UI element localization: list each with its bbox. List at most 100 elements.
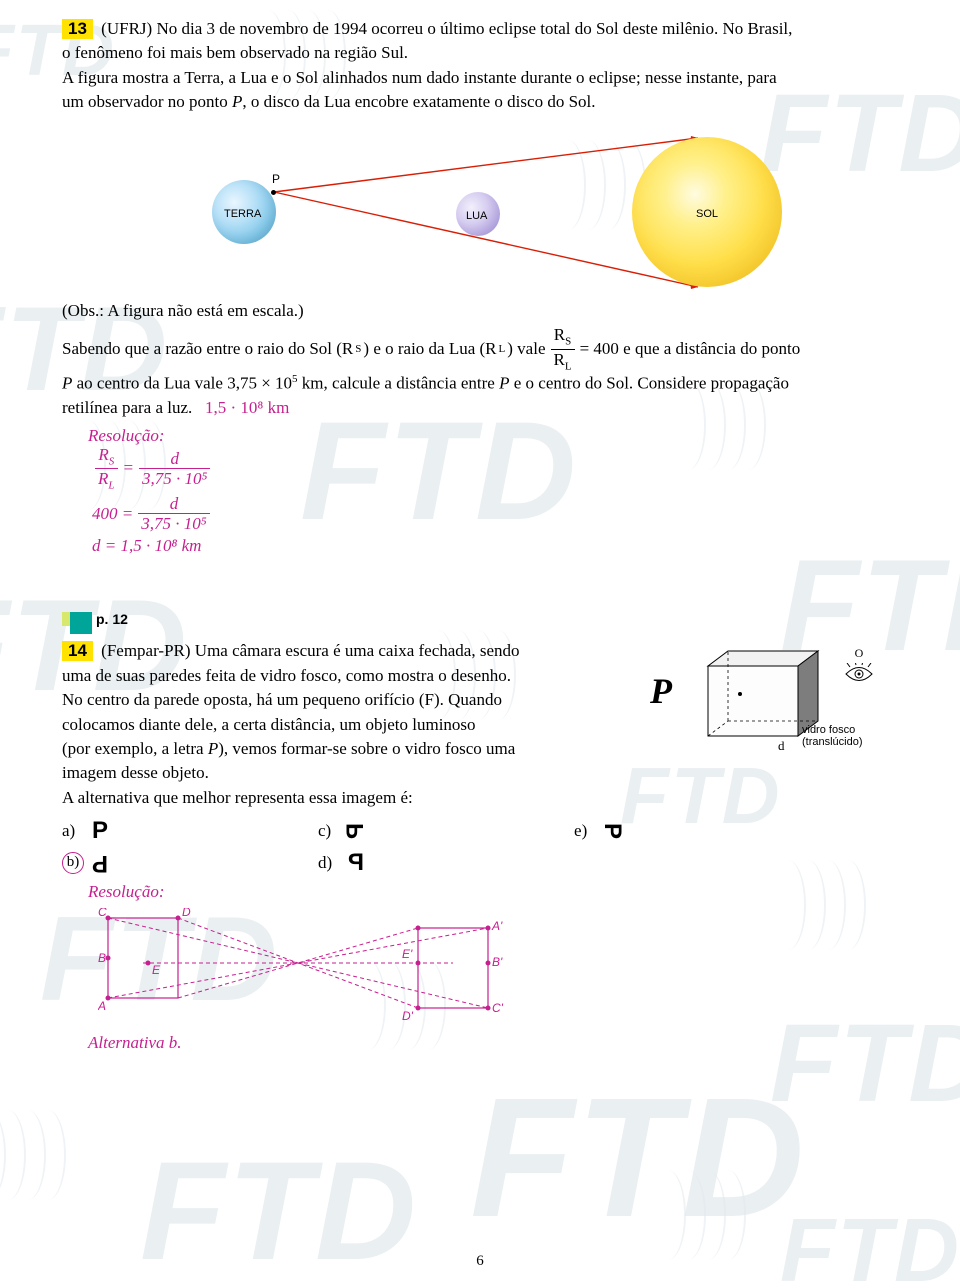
svg-text:A': A': [491, 919, 503, 933]
q13-short-answer: 1,5 · 10⁸ km: [205, 398, 289, 417]
fd: R: [554, 350, 565, 369]
sol-label: SOL: [696, 208, 718, 220]
terra-label: TERRA: [224, 208, 261, 220]
vidro-fosco-1: vidro fosco: [802, 724, 910, 736]
alt-d-letter: d): [318, 852, 340, 874]
eye-icon: [844, 663, 874, 685]
svg-text:d: d: [778, 738, 785, 753]
alt-b-circle: b): [62, 852, 84, 874]
q13-r1a: Sabendo que a razão entre o raio do Sol …: [62, 338, 353, 360]
camera-obscura-diagram: P d: [650, 640, 910, 748]
alt-c[interactable]: c) P: [318, 819, 364, 843]
resol-label-13: Resolução:: [88, 426, 910, 446]
svg-text:A: A: [98, 999, 106, 1013]
vidro-fosco-2: (translúcido): [802, 736, 910, 748]
q14-alternatives: a) P b) P c) P d: [62, 819, 634, 875]
q13-r3: retilínea para a luz.: [62, 398, 192, 417]
q13-r2b: ao centro da Lua vale 3,75 × 10: [72, 374, 292, 393]
svg-text:E: E: [152, 963, 161, 977]
q13-p1b: o fenômeno foi mais bem observado na reg…: [62, 42, 910, 64]
alt-a[interactable]: a) P: [62, 819, 108, 843]
q13-resolution: Resolução: RS RL = d 3,75 · 10⁵ 400 = d …: [62, 426, 910, 557]
eclipse-diagram: P TERRA LUA SOL: [212, 132, 832, 282]
alt-b[interactable]: b) P: [62, 851, 108, 875]
page-ref: p. 12: [62, 604, 128, 634]
eq1: =: [123, 458, 134, 478]
svg-text:D: D: [182, 908, 191, 919]
svg-text:E': E': [402, 947, 413, 961]
fn: R: [554, 325, 565, 344]
fns: S: [565, 336, 571, 348]
q13-p1a: No dia 3 de novembro de 1994 ocorreu o ú…: [156, 19, 792, 38]
l1n: R: [98, 445, 108, 464]
ratio-frac: RS RL: [551, 326, 575, 372]
svg-text:C': C': [492, 1001, 504, 1015]
point-p-label: P: [272, 172, 280, 186]
q13-r2d: e o centro do Sol. Considere propagação: [509, 374, 788, 393]
q14-p2: uma de suas paredes feita de vidro fosco…: [62, 665, 634, 687]
alt-e[interactable]: e) P: [574, 819, 620, 843]
sub-l: L: [499, 342, 506, 357]
q13-p2c: P: [232, 92, 242, 111]
q14-resolution: Resolução:: [88, 881, 634, 1054]
q14-p3: No centro da parede oposta, há um pequen…: [62, 689, 634, 711]
q13-block: 13 (UFRJ) No dia 3 de novembro de 1994 o…: [62, 18, 910, 114]
p-glyph-mirror: P: [348, 851, 364, 875]
q14-p4: colocamos diante dele, a certa distância…: [62, 714, 634, 736]
q13-r2a: P: [62, 374, 72, 393]
fds: L: [565, 360, 572, 372]
observer-o-label: O: [855, 646, 864, 661]
page-ref-label: p. 12: [96, 611, 128, 627]
q14-number: 14: [62, 641, 93, 661]
p-glyph-180: P: [92, 851, 108, 875]
l1ns: S: [109, 455, 115, 467]
q14-p5a: (por exemplo, a letra: [62, 739, 208, 758]
svg-text:D': D': [402, 1009, 414, 1023]
alt-e-letter: e): [574, 820, 596, 842]
l3: d = 1,5 · 10⁸ km: [92, 536, 910, 556]
q14-origin: (Fempar-PR): [101, 641, 190, 660]
l2l: 400 =: [92, 504, 133, 524]
q14-p5p: P: [208, 739, 218, 758]
q13-r1b: ) e o raio da Lua (R: [363, 338, 496, 360]
l2rd: 3,75 · 10⁵: [138, 513, 209, 532]
alt-a-letter: a): [62, 820, 84, 842]
object-p: P: [650, 670, 672, 712]
q13-number: 13: [62, 19, 93, 39]
l1d: R: [98, 469, 108, 488]
q13-p2d: , o disco da Lua encobre exatamente o di…: [242, 92, 595, 111]
p-glyph-c: P: [344, 823, 368, 839]
l1rn: d: [167, 450, 182, 468]
q14-block: 14 (Fempar-PR) Uma câmara escura é uma c…: [62, 640, 910, 1054]
point-p-dot: [271, 190, 276, 195]
svg-text:C: C: [98, 908, 107, 919]
q14-p5b: ), vemos formar-se sobre o vidro fosco u…: [218, 739, 515, 758]
q13-origin: (UFRJ): [101, 19, 152, 38]
resol-label-14: Resolução:: [88, 881, 634, 903]
q14-p6: imagem desse objeto.: [62, 762, 634, 784]
alt-b-letter: b): [67, 853, 80, 873]
q13-r2c: km, calcule a distância entre: [298, 374, 500, 393]
ray-diagram: C D B E A A' E' B' D' C': [98, 908, 518, 1028]
alt-d[interactable]: d) P: [318, 851, 364, 875]
alt-c-letter: c): [318, 820, 340, 842]
svg-text:B: B: [98, 951, 106, 965]
svg-text:B': B': [492, 955, 503, 969]
ref-square-teal: [70, 612, 92, 634]
q14-p7: A alternativa que melhor representa essa…: [62, 787, 634, 809]
q13-p2a: A figura mostra a Terra, a Lua e o Sol a…: [62, 67, 910, 89]
page-number: 6: [0, 1253, 960, 1270]
l2rn: d: [167, 495, 182, 513]
sub-s: S: [355, 342, 361, 357]
q13-obs: (Obs.: A figura não está em escala.): [62, 300, 910, 322]
q13-r1d: = 400 e que a distância do ponto: [580, 338, 801, 360]
lua-label: LUA: [466, 210, 487, 222]
l1rd: 3,75 · 10⁵: [139, 468, 210, 487]
p-glyph-normal: P: [92, 819, 108, 843]
q13-r2p: P: [499, 374, 509, 393]
q13-p2b: um observador no ponto: [62, 92, 228, 111]
p-glyph-90: P: [600, 823, 624, 839]
q14-final-answer: Alternativa b.: [88, 1032, 634, 1054]
q13-r1c: ) vale: [507, 338, 545, 360]
q14-p1: Uma câmara escura é uma caixa fechada, s…: [195, 641, 520, 660]
